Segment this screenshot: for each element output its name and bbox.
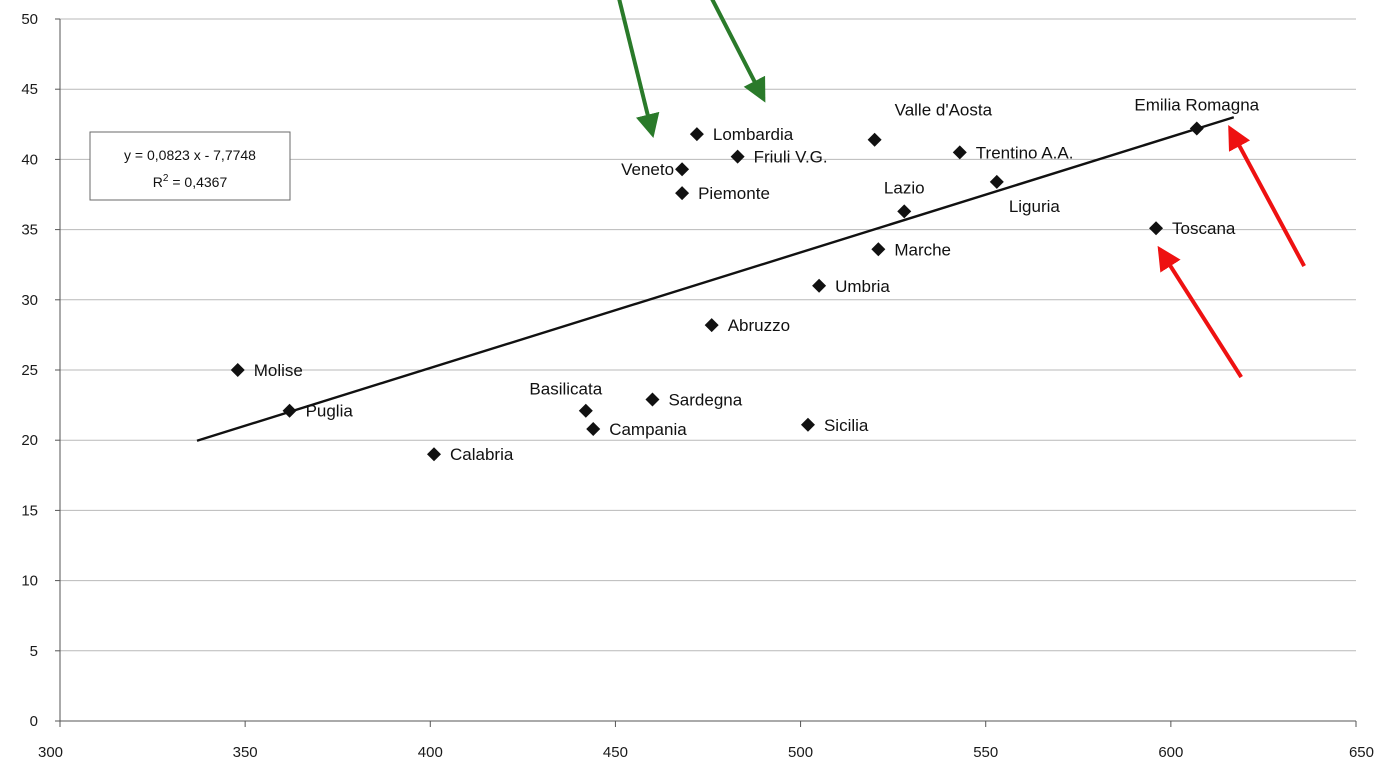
data-point-label: Abruzzo: [728, 316, 790, 335]
annotation-arrows: [617, 0, 1306, 379]
trendline-equation: y = 0,0823 x - 7,7748: [124, 147, 256, 163]
data-point-label: Toscana: [1172, 219, 1236, 238]
data-point-marker: [1149, 221, 1164, 236]
y-tick-label: 30: [21, 292, 38, 309]
x-tick-label: 600: [1158, 744, 1183, 761]
data-point-marker: [689, 127, 704, 142]
data-point-marker: [282, 403, 297, 418]
data-point-label: Friuli V.G.: [754, 148, 828, 167]
data-point-label: Valle d'Aosta: [895, 101, 993, 120]
data-point-marker: [586, 421, 601, 436]
gridlines: [60, 18, 1356, 652]
annotation-arrow-green: [710, 0, 766, 103]
r-squared-label: R2 = 0,4367: [153, 173, 228, 190]
y-tick-label: 0: [30, 713, 38, 730]
y-tick-label: 10: [21, 573, 38, 590]
data-point-label: Lombardia: [713, 125, 794, 144]
x-tick-label: 650: [1349, 744, 1374, 761]
data-point-marker: [675, 162, 690, 177]
annotation-arrow-green: [617, 0, 660, 139]
data-point-label: Piemonte: [698, 184, 770, 203]
data-point-marker: [230, 363, 245, 377]
data-point-marker: [675, 186, 690, 201]
y-tick-label: 20: [21, 432, 38, 449]
data-point-marker: [730, 149, 745, 164]
data-point-marker: [952, 145, 967, 160]
data-point-label: Basilicata: [529, 380, 602, 399]
data-point-marker: [645, 392, 660, 407]
data-point-label: Liguria: [1009, 197, 1061, 216]
data-point-label: Sardegna: [668, 390, 742, 409]
x-tick-label: 550: [973, 744, 998, 761]
data-point-marker: [867, 132, 882, 147]
data-point-label: Calabria: [450, 445, 514, 464]
data-points: Molise Puglia Calabria Basilicata Campania Sa…: [230, 96, 1260, 464]
data-point-marker: [871, 242, 886, 257]
data-point-marker: [989, 174, 1004, 189]
data-point-label: Lazio: [884, 178, 925, 197]
x-tick-label: 300: [38, 744, 63, 761]
data-point-marker: [578, 403, 593, 418]
x-tick-label: 500: [788, 744, 813, 761]
data-point-label: Trentino A.A.: [976, 143, 1074, 162]
data-point-label: Umbria: [835, 277, 890, 296]
annotation-arrow-red: [1228, 124, 1306, 268]
data-point-label: Sicilia: [824, 416, 869, 435]
x-tick-label: 400: [418, 744, 443, 761]
y-tick-label: 5: [30, 643, 38, 660]
data-point-label: Puglia: [306, 402, 354, 421]
equation-box-border: [89, 131, 291, 201]
data-point-marker: [897, 204, 912, 219]
x-tick-label: 450: [603, 744, 628, 761]
y-tick-label: 35: [21, 222, 38, 239]
y-tick-label: 15: [21, 502, 38, 519]
data-point-marker: [1189, 121, 1204, 136]
data-point-label: Veneto: [621, 160, 674, 179]
y-tick-label: 40: [21, 151, 38, 168]
y-tick-label: 50: [21, 11, 38, 28]
trendline: [196, 116, 1235, 442]
equation-box: y = 0,0823 x - 7,7748 R2 = 0,4367: [89, 131, 291, 201]
x-tick-label: 350: [233, 744, 258, 761]
data-point-marker: [704, 318, 719, 333]
data-point-marker: [812, 278, 827, 293]
trendline-group: [196, 116, 1235, 442]
annotation-arrow-red: [1157, 245, 1243, 379]
data-point-marker: [800, 417, 815, 432]
y-tick-label: 25: [21, 362, 38, 379]
data-point-marker: [426, 447, 441, 462]
y-tick-label: 45: [21, 81, 38, 98]
axes: 0 5 10 15 20 25 30 35 40 45 50 300 350 400 450 500 550 60…: [21, 11, 1374, 761]
data-point-label: Marche: [894, 240, 951, 259]
data-point-label: Emilia Romagna: [1134, 96, 1259, 115]
data-point-label: Molise: [254, 361, 303, 380]
data-point-label: Campania: [609, 420, 687, 439]
